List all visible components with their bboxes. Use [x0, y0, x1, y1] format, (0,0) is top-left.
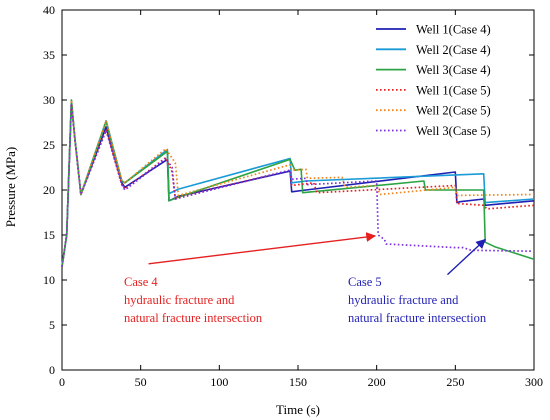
y-tick-label: 30 [43, 93, 55, 107]
annotation-arrow [148, 232, 377, 265]
y-tick-label: 20 [43, 183, 55, 197]
legend-label: Well 1(Case 5) [416, 83, 491, 97]
annotation-text: natural fracture intersection [348, 311, 487, 325]
y-tick-label: 15 [43, 228, 55, 242]
x-tick-label: 150 [289, 375, 307, 389]
x-tick-label: 0 [59, 375, 65, 389]
legend-label: Well 1(Case 4) [416, 23, 491, 37]
legend-label: Well 2(Case 4) [416, 43, 491, 57]
annotation-text: Case 4 [124, 275, 158, 289]
annotation-text: hydraulic fracture and [348, 293, 459, 307]
legend-label: Well 3(Case 4) [416, 63, 491, 77]
y-axis-label: Pressure (MPa) [3, 147, 18, 228]
y-tick-label: 5 [49, 318, 55, 332]
series-lines [61, 99, 535, 267]
y-tick-label: 35 [43, 48, 55, 62]
y-tick-label: 10 [43, 273, 55, 287]
x-tick-label: 50 [135, 375, 147, 389]
annotation-text: natural fracture intersection [124, 311, 263, 325]
annotations: Case 4 hydraulic fracture and natural frac… [124, 232, 487, 325]
series-line-3 [61, 99, 535, 267]
y-tick-label: 40 [43, 3, 55, 17]
y-tick-label: 25 [43, 138, 55, 152]
x-tick-label: 100 [210, 375, 228, 389]
x-axis-label: Time (s) [276, 402, 320, 417]
annotation-arrow [446, 238, 486, 276]
y-tick-label: 0 [49, 363, 55, 377]
annotation-text: Case 5 [348, 275, 382, 289]
x-tick-label: 250 [446, 375, 464, 389]
annotation-text: hydraulic fracture and [124, 293, 235, 307]
x-tick-label: 300 [525, 375, 543, 389]
legend: Well 1(Case 4) Well 2(Case 4) Well 3(Case … [376, 23, 491, 138]
legend-label: Well 2(Case 5) [416, 104, 491, 118]
axes: 0 50 100 150 200 250 300 0 5 10 15 20 25 30 35 40 [43, 3, 543, 389]
x-tick-label: 200 [368, 375, 386, 389]
legend-label: Well 3(Case 5) [416, 124, 491, 138]
